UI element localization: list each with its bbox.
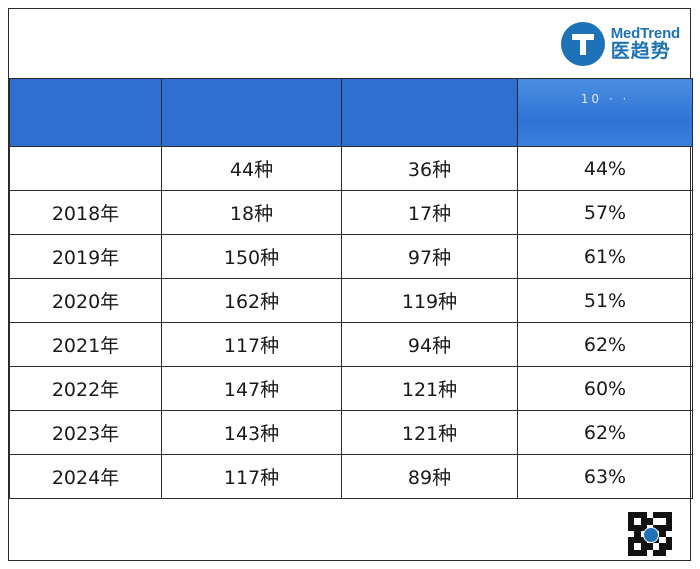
percent-cell: 61% xyxy=(517,234,693,279)
year-cell: 2019年 xyxy=(9,234,162,279)
percent-cell: 51% xyxy=(517,278,693,323)
footer-band xyxy=(9,507,690,560)
count-cell: 44种 xyxy=(161,146,342,191)
qr-center-logo-icon xyxy=(643,527,659,543)
approved-cell: 17种 xyxy=(341,190,518,235)
count-cell: 117种 xyxy=(161,322,342,367)
table-row: 2023年 143种 121种 62% xyxy=(9,410,693,455)
count-cell: 18种 xyxy=(161,190,342,235)
approved-cell: 121种 xyxy=(341,366,518,411)
count-cell: 150种 xyxy=(161,234,342,279)
percent-cell: 44% xyxy=(517,146,693,191)
percent-cell: 62% xyxy=(517,322,693,367)
percent-cell: 60% xyxy=(517,366,693,411)
logo-chinese-text: 医趋势 xyxy=(610,39,671,62)
year-cell: 2022年 xyxy=(9,366,162,411)
approved-cell: 89种 xyxy=(341,454,518,499)
logo-english-text: MedTrend xyxy=(610,25,680,43)
count-cell: 117种 xyxy=(161,454,342,499)
table-row: 2024年 117种 89种 63% xyxy=(9,454,693,499)
count-cell: 162种 xyxy=(161,278,342,323)
year-cell: 2023年 xyxy=(9,410,162,455)
percent-cell: 57% xyxy=(517,190,693,235)
table-header-row: 10 · · xyxy=(9,78,693,147)
percent-cell: 62% xyxy=(517,410,693,455)
header-cell-1 xyxy=(9,78,162,147)
header-band: MedTrend 医趋势 xyxy=(9,9,690,79)
approved-cell: 36种 xyxy=(341,146,518,191)
count-cell: 143种 xyxy=(161,410,342,455)
approved-cell: 119种 xyxy=(341,278,518,323)
approved-cell: 94种 xyxy=(341,322,518,367)
table-row: 2019年 150种 97种 61% xyxy=(9,234,693,279)
header-cell-4: 10 · · xyxy=(517,78,693,147)
table-row: 2020年 162种 119种 51% xyxy=(9,278,693,323)
logo-t-icon xyxy=(560,22,605,66)
table-row: 2022年 147种 121种 60% xyxy=(9,366,693,411)
year-cell: 2020年 xyxy=(9,278,162,323)
header-cell-2 xyxy=(161,78,342,147)
table-row: 44种 36种 44% xyxy=(9,146,693,191)
table-row: 2021年 117种 94种 62% xyxy=(9,322,693,367)
year-cell: 2021年 xyxy=(9,322,162,367)
document-frame: MedTrend 医趋势 10 · · 44种 36种 44% 2018年 18种 17种… xyxy=(8,8,693,561)
table-row: 2018年 18种 17种 57% xyxy=(9,190,693,235)
approved-cell: 121种 xyxy=(341,410,518,455)
header-cell-3 xyxy=(341,78,518,147)
year-cell: 2018年 xyxy=(9,190,162,235)
data-table: 10 · · 44种 36种 44% 2018年 18种 17种 57% 2019年 150种 9… xyxy=(9,78,693,499)
header-faint-mark: 10 · · xyxy=(580,91,630,106)
medtrend-logo: MedTrend 医趋势 xyxy=(560,19,680,69)
qr-code-icon xyxy=(628,512,672,556)
count-cell: 147种 xyxy=(161,366,342,411)
year-cell xyxy=(9,146,162,191)
percent-cell: 63% xyxy=(517,454,693,499)
approved-cell: 97种 xyxy=(341,234,518,279)
year-cell: 2024年 xyxy=(9,454,162,499)
